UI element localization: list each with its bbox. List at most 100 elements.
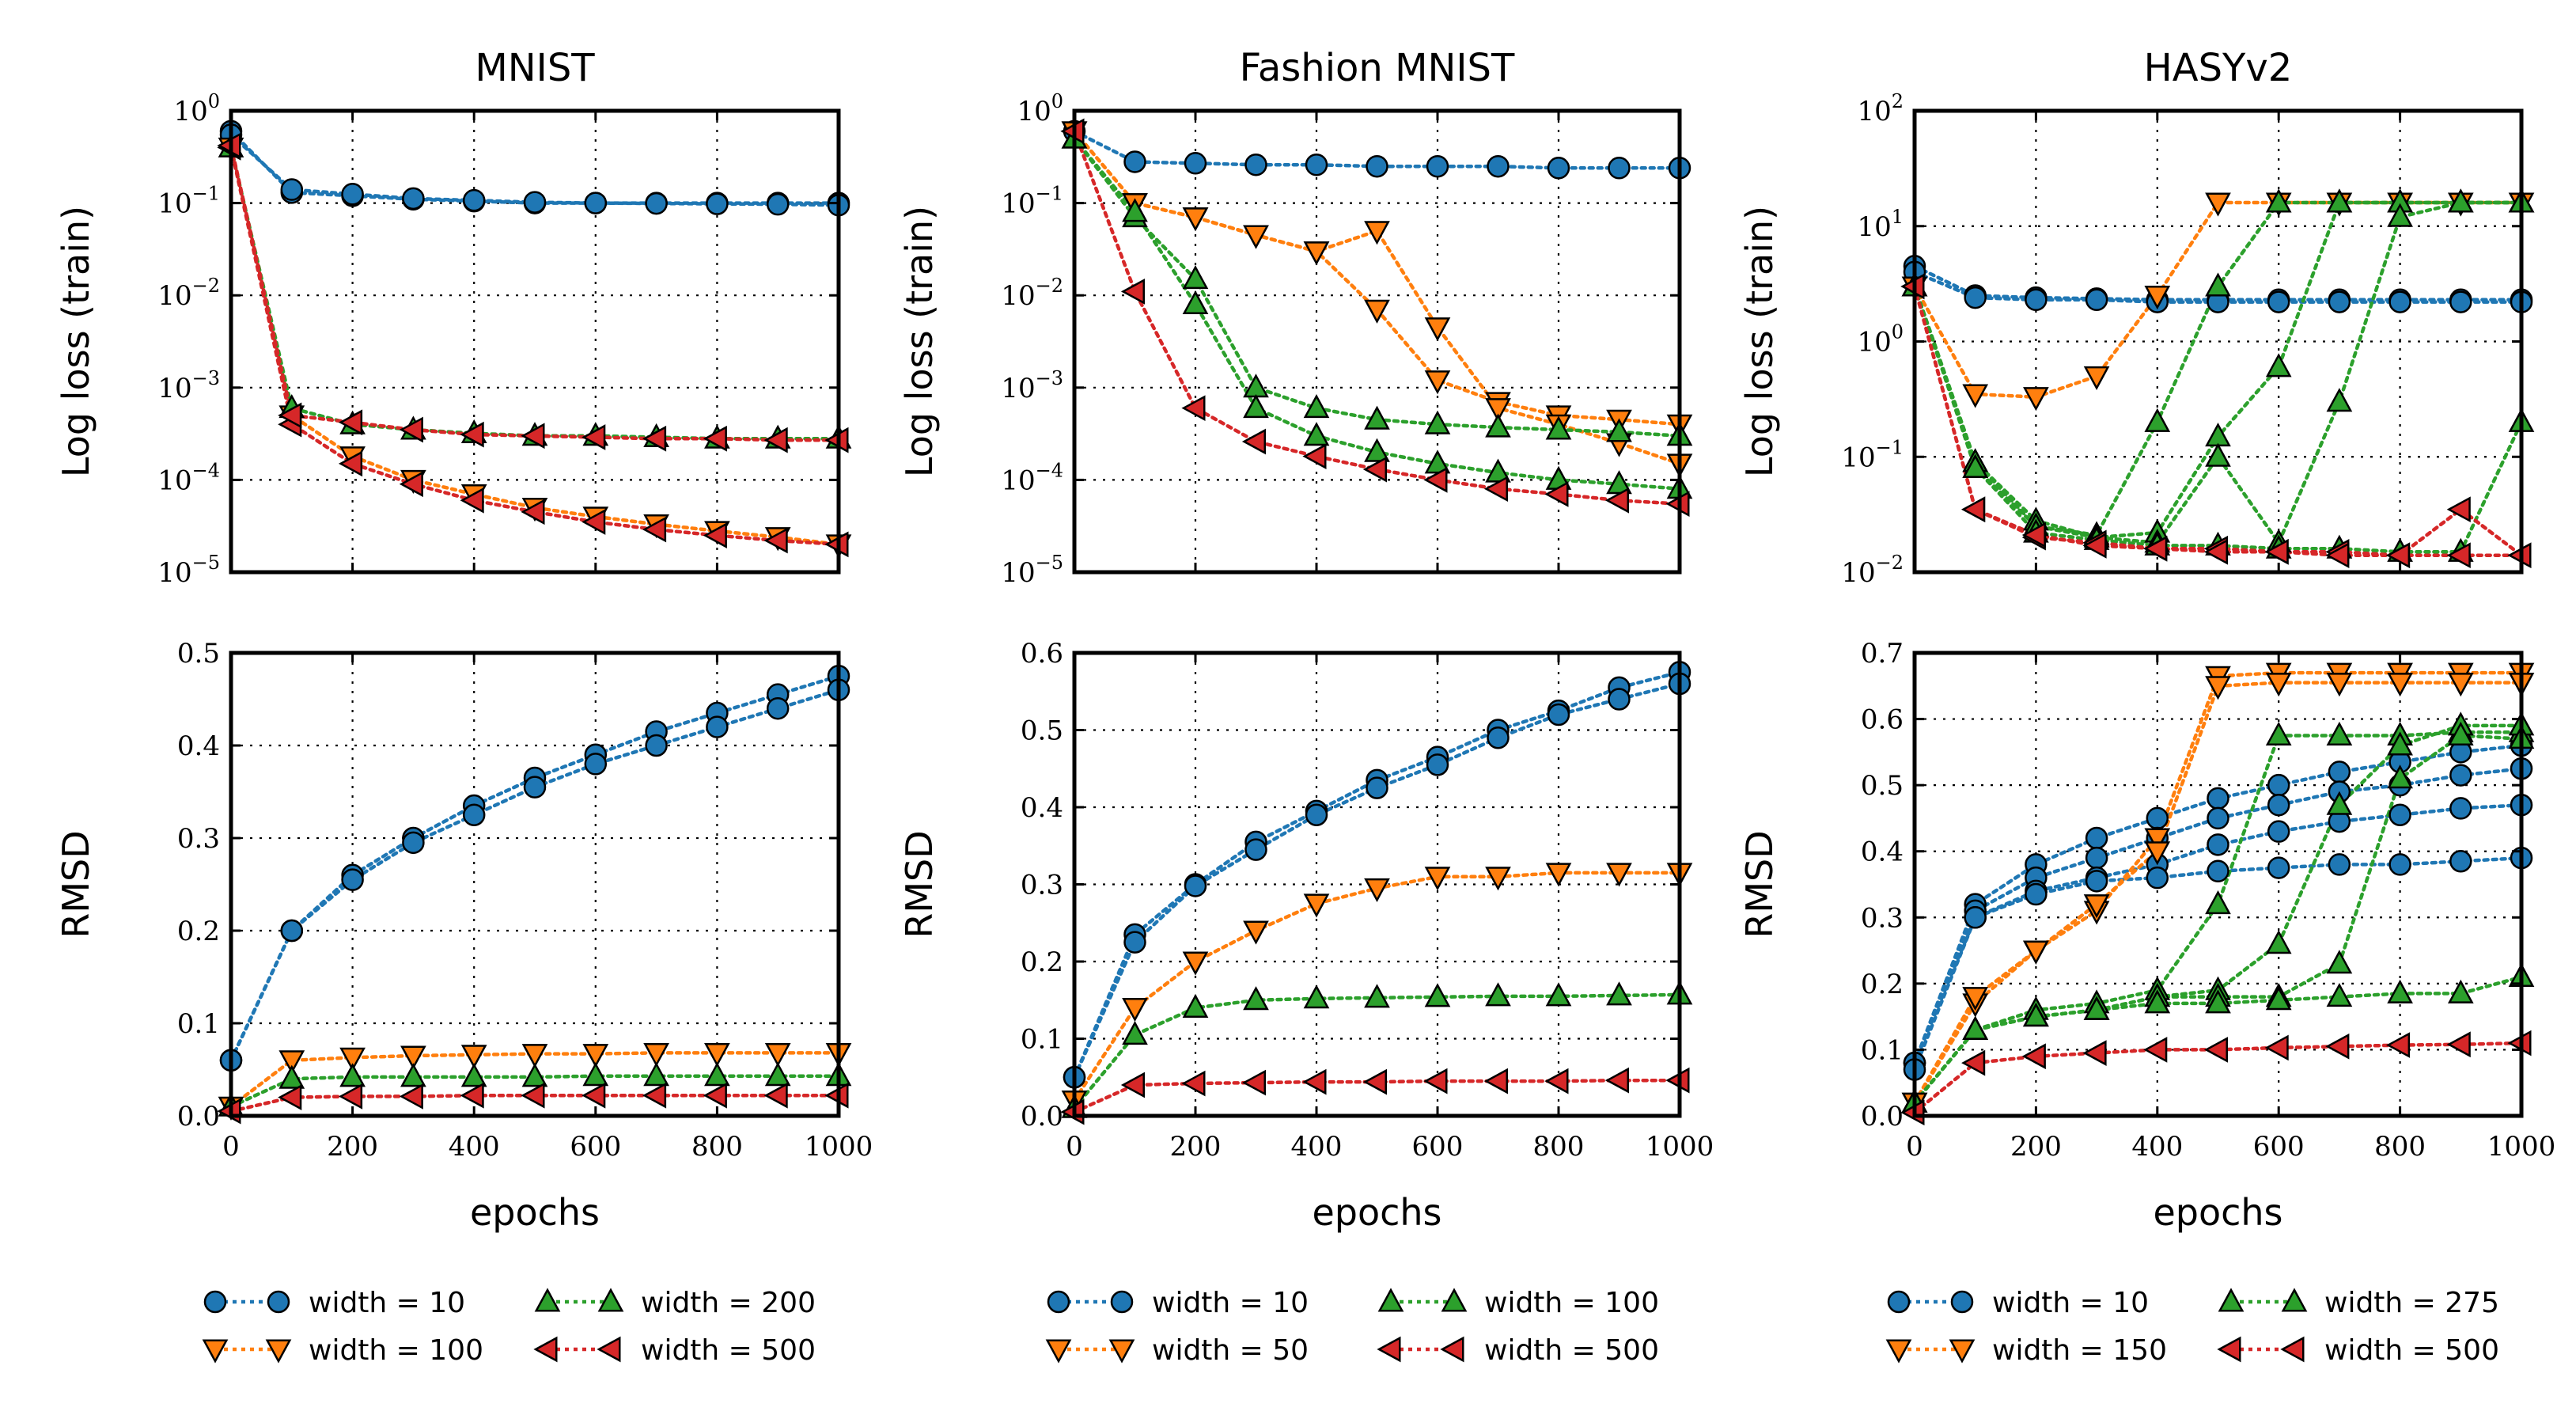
data-point xyxy=(1606,863,1632,887)
data-point xyxy=(2265,353,2292,377)
y-tick-label: 10−5 xyxy=(157,552,220,589)
data-point xyxy=(1962,987,1989,1011)
legend-marker xyxy=(534,1288,561,1312)
data-point xyxy=(2144,408,2171,432)
legend-entry: width = 10 xyxy=(203,1287,465,1319)
data-point xyxy=(2085,826,2108,850)
y-tick-label: 10−2 xyxy=(1841,552,1904,589)
legend-marker xyxy=(1047,1290,1070,1314)
data-point xyxy=(2085,846,2108,870)
data-point xyxy=(1362,1068,1387,1095)
data-point xyxy=(521,1044,548,1068)
series-line-0 xyxy=(229,674,841,1063)
data-point xyxy=(2449,764,2472,787)
series-line-6 xyxy=(1912,284,2524,554)
data-point xyxy=(2387,203,2413,227)
x-tick-label: 1000 xyxy=(1646,1131,1714,1163)
data-point xyxy=(280,178,304,201)
data-point xyxy=(2267,793,2290,817)
series-line-2 xyxy=(229,146,841,547)
data-point xyxy=(2085,870,2108,893)
panel-hasy_loss: 102 101 100 10−1 10−2 HASYv2 Log loss (train) xyxy=(1738,46,2535,589)
data-point xyxy=(1120,1072,1145,1098)
data-point xyxy=(2207,787,2229,810)
data-point xyxy=(2025,288,2048,312)
y-tick-label: 0.4 xyxy=(177,730,220,762)
data-point xyxy=(2203,538,2228,565)
x-tick-label: 1000 xyxy=(2487,1131,2556,1163)
y-tick-label: 0.3 xyxy=(1021,870,1063,901)
legend-label: width = 10 xyxy=(1992,1287,2149,1319)
legend-2: width = 10 width = 275 width = 150 width = … xyxy=(1885,1287,2499,1367)
data-point xyxy=(2205,676,2231,700)
data-point xyxy=(1184,874,1207,897)
data-point xyxy=(1487,154,1510,178)
data-point xyxy=(2205,272,2231,297)
data-point xyxy=(1423,1068,1448,1094)
data-point xyxy=(2267,820,2290,843)
data-point xyxy=(2325,542,2350,569)
data-point xyxy=(763,1082,788,1109)
data-point xyxy=(2446,542,2471,569)
legend-marker xyxy=(1440,1336,1464,1363)
data-point xyxy=(1244,838,1267,861)
data-point xyxy=(1364,405,1390,430)
data-point xyxy=(1364,299,1390,324)
data-point xyxy=(2143,535,2168,562)
x-axis-label: epochs xyxy=(2153,1191,2282,1234)
data-point xyxy=(521,423,545,450)
panel-fashion_rmsd: 0.0 0.1 0.2 0.3 0.4 0.5 0.6 0 200 400 600 800 1000 RM… xyxy=(898,638,1714,1234)
data-point xyxy=(704,1062,730,1087)
x-tick-label: 1000 xyxy=(805,1131,873,1163)
y-tick-label: 0.5 xyxy=(1021,715,1063,747)
data-point xyxy=(581,424,606,450)
data-point xyxy=(2023,940,2049,965)
legend-label: width = 500 xyxy=(641,1334,816,1367)
data-point xyxy=(703,1082,727,1109)
panel-title: HASYv2 xyxy=(2144,46,2293,90)
panel-hasy_rmsd: 0.0 0.1 0.2 0.3 0.4 0.5 0.6 0.7 0 200 400 600 800 100… xyxy=(1738,638,2555,1234)
plot-frame xyxy=(1912,108,2524,575)
y-tick-label: 10−4 xyxy=(1001,459,1063,496)
data-point xyxy=(2083,366,2110,390)
plot-frame xyxy=(229,651,841,1118)
data-point xyxy=(1604,1067,1629,1094)
data-point xyxy=(584,753,608,776)
data-point xyxy=(1243,225,1269,249)
y-axis-label: RMSD xyxy=(898,830,941,938)
legend-marker xyxy=(2281,1288,2308,1312)
data-point xyxy=(1182,993,1209,1018)
data-point xyxy=(1244,153,1267,176)
series-line-4 xyxy=(1912,200,2524,540)
legend-marker xyxy=(203,1290,227,1314)
legend-label: width = 500 xyxy=(1484,1334,1659,1367)
legend-entry: width = 100 xyxy=(1377,1287,1659,1319)
legend-marker xyxy=(2217,1336,2241,1363)
data-point xyxy=(1424,410,1451,434)
y-tick-label: 0.5 xyxy=(177,638,220,670)
data-point xyxy=(1545,863,1572,887)
data-point xyxy=(1182,207,1209,232)
y-tick-label: 0.1 xyxy=(1021,1024,1063,1056)
data-point xyxy=(2326,673,2353,697)
data-point xyxy=(2328,853,2351,876)
legend-entry: width = 150 xyxy=(1885,1334,2167,1367)
legend-entry: width = 100 xyxy=(202,1334,483,1367)
data-point xyxy=(2388,853,2411,876)
data-point xyxy=(703,425,727,452)
legend-0: width = 10 width = 200 width = 100 width = … xyxy=(202,1287,816,1367)
data-point xyxy=(339,1047,366,1072)
x-tick-label: 800 xyxy=(691,1131,743,1163)
data-point xyxy=(523,776,547,799)
data-point xyxy=(2023,1003,2049,1027)
data-point xyxy=(462,188,486,212)
data-point xyxy=(1426,753,1449,776)
data-point xyxy=(2265,930,2292,954)
legend-marker xyxy=(1949,1339,1976,1364)
x-tick-label: 400 xyxy=(2131,1131,2183,1163)
legend-1: width = 10 width = 100 width = 50 width = 5… xyxy=(1045,1287,1659,1367)
y-tick-label: 102 xyxy=(1857,90,1904,127)
series-line-3 xyxy=(1072,136,1682,438)
legend-entry: width = 500 xyxy=(2217,1334,2499,1367)
